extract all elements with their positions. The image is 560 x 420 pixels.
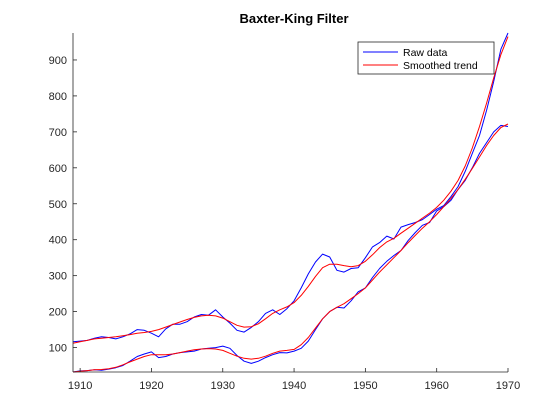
y-tick-label: 700 <box>49 127 67 139</box>
plot-area: 1910 1920 1930 1940 1950 1960 1970 100 200 300 400… <box>49 32 520 392</box>
legend: Raw data Smoothed trend <box>357 41 495 75</box>
x-tick-label: 1910 <box>68 380 92 392</box>
axes-layer: 1910 1920 1930 1940 1950 1960 1970 100 200 300 400… <box>49 33 520 392</box>
x-tick-label: 1930 <box>211 380 235 392</box>
x-tick-label: 1940 <box>282 380 306 392</box>
y-tick-label: 900 <box>49 55 67 67</box>
chart-title: Baxter-King Filter <box>239 11 348 26</box>
y-tick-label: 100 <box>49 343 67 355</box>
y-tick-label: 600 <box>49 163 67 175</box>
y-tick-label: 800 <box>49 91 67 103</box>
legend-box <box>357 41 495 75</box>
series-line-smoothed-trend-3 <box>72 36 509 344</box>
legend-label-raw-data: Raw data <box>403 47 448 59</box>
y-tick-label: 200 <box>49 307 67 319</box>
series-line-raw-data-2 <box>72 124 509 373</box>
x-tick-label: 1950 <box>353 380 377 392</box>
legend-label-smoothed-trend: Smoothed trend <box>403 60 478 72</box>
y-tick-label: 500 <box>49 199 67 211</box>
y-tick-label: 300 <box>49 271 67 283</box>
series-layer <box>72 32 509 373</box>
x-tick-label: 1960 <box>424 380 448 392</box>
y-tick-label: 400 <box>49 235 67 247</box>
x-tick-label: 1970 <box>496 380 520 392</box>
x-tick-label: 1920 <box>139 380 163 392</box>
series-line-smoothed-trend-4 <box>72 123 509 373</box>
